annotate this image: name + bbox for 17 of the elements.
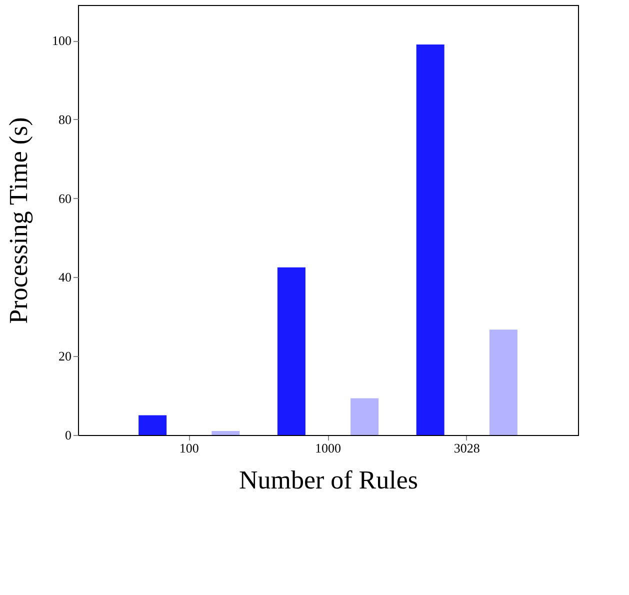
y-tick-label: 100 <box>52 33 72 48</box>
bar <box>489 330 518 435</box>
y-axis-title: Processing Time (s) <box>4 117 33 324</box>
bar <box>212 431 240 435</box>
x-tick-label: 1000 <box>315 440 341 456</box>
bar <box>277 267 306 435</box>
y-tick-label: 20 <box>58 348 72 364</box>
x-axis-title: Number of Rules <box>238 466 418 494</box>
bar <box>350 398 379 435</box>
bar <box>138 415 167 435</box>
y-tick-label: 80 <box>58 112 72 127</box>
y-tick-label: 40 <box>58 270 72 285</box>
bar <box>416 44 444 435</box>
x-tick-label: 100 <box>179 440 199 456</box>
x-tick-label: 3028 <box>454 440 480 456</box>
y-tick-label: 60 <box>58 190 72 206</box>
y-tick-label: 0 <box>65 428 72 442</box>
